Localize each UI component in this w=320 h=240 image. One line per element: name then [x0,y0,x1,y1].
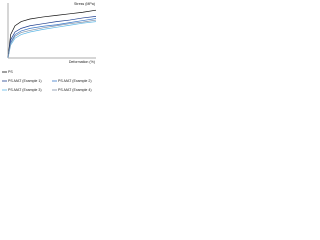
series-line [7,18,97,59]
series-line [7,9,97,59]
series-line [7,21,97,59]
chart: Stress (MPa) Deformation (%) PS PS-MAT (E… [2,2,97,92]
legend-label: PS [8,70,13,74]
series-line [7,16,97,59]
series-line [7,19,97,59]
y-axis-label: Stress (MPa) [74,2,95,6]
legend-label: PS-MAT (Example 3) [8,88,42,92]
legend-label: PS-MAT (Example 1) [8,79,42,83]
x-axis-label: Deformation (%) [69,60,95,64]
legend-label: PS-MAT (Example 2) [58,79,92,83]
legend-label: PS-MAT (Example 4) [58,88,92,92]
